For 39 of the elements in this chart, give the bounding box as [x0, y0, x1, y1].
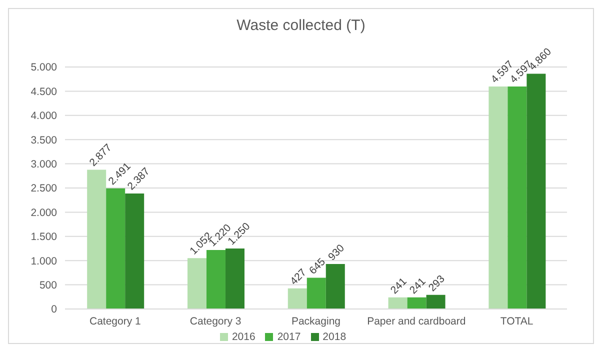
y-tick-label: 3.500: [30, 134, 58, 146]
x-tick-label: Packaging: [291, 315, 341, 328]
y-tick-label: 5.000: [30, 62, 58, 74]
y-tick-label: 2.000: [30, 206, 58, 219]
bar: [288, 288, 307, 309]
data-label: 645: [307, 256, 328, 277]
bar: [225, 248, 244, 309]
x-tick-label: Category 1: [90, 315, 142, 328]
legend-label: 2016: [232, 331, 256, 343]
legend-label: 2017: [277, 331, 301, 343]
bar: [326, 264, 345, 309]
bar: [87, 170, 106, 309]
data-label: 241: [407, 275, 428, 296]
bar: [125, 193, 144, 309]
data-label: 930: [326, 242, 348, 264]
bar: [306, 278, 326, 309]
bar: [426, 294, 446, 309]
y-tick-label: 4.500: [30, 86, 58, 98]
y-tick-label: 3.000: [30, 158, 58, 171]
y-tick-label: 1.500: [30, 231, 58, 244]
y-tick-label: 500: [39, 280, 58, 292]
x-tick-label: Paper and cardboard: [367, 315, 466, 328]
y-tick-label: 1.000: [30, 255, 58, 268]
data-label: 241: [388, 275, 410, 296]
bar: [388, 297, 408, 309]
x-tick-label: Category 3: [190, 315, 242, 328]
y-tick-label: 2.500: [30, 182, 58, 195]
x-tick-label: TOTAL: [500, 315, 534, 328]
legend-label: 2018: [322, 331, 346, 343]
bar: [407, 297, 426, 309]
y-tick-label: 4.000: [30, 110, 58, 122]
y-tick-label: 0: [51, 304, 58, 316]
data-label: 293: [426, 272, 448, 294]
bar: [488, 86, 508, 309]
bar: [187, 258, 206, 309]
chart-title: Waste collected (T): [236, 16, 366, 36]
bar: [508, 86, 527, 309]
bar: [106, 188, 126, 309]
data-label: 427: [288, 266, 310, 288]
